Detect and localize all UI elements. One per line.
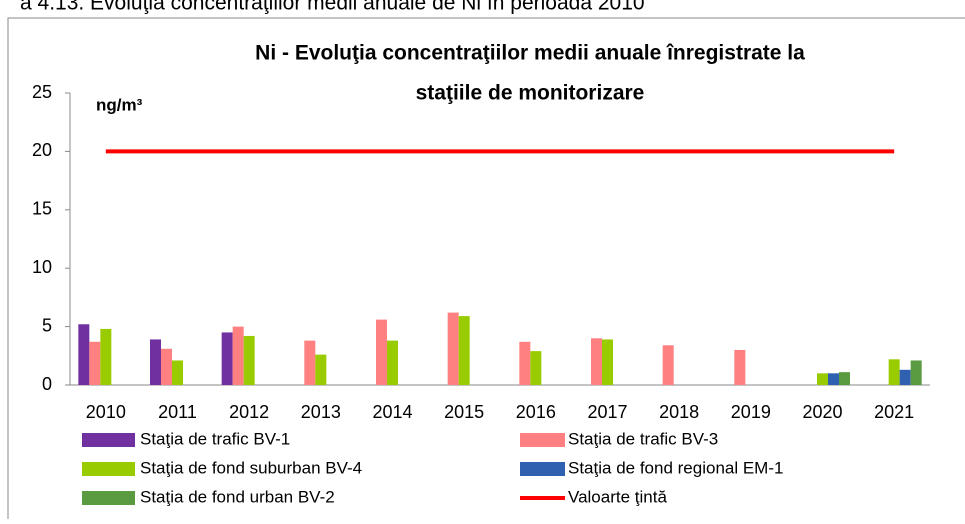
legend-label: Staţia de fond regional EM-1 [568,458,783,477]
bar [458,316,470,385]
x-tick-label: 2019 [731,402,771,422]
bar [888,359,900,385]
bar [591,338,602,385]
y-tick-label: 5 [42,315,52,335]
legend-label: Staţia de fond urban BV-2 [140,487,335,506]
bar [243,335,255,385]
legend-label: Staţia de fond suburban BV-4 [140,458,362,477]
legend-label: Valoarte ţintă [568,487,667,506]
bar [376,319,387,385]
legend-swatch [520,462,565,476]
bar [221,332,233,385]
y-tick-label: 15 [32,199,52,219]
bar [828,373,839,385]
y-tick-label: 0 [42,374,52,394]
x-tick-label: 2016 [516,402,556,422]
legend-swatch [82,433,135,447]
bar [899,369,911,385]
bar [530,351,542,385]
legend-swatch [82,491,135,505]
bar [447,312,459,385]
x-tick-label: 2017 [587,402,627,422]
bar [387,340,398,385]
bar [519,341,531,385]
x-tick-label: 2014 [372,402,412,422]
legend-swatch [520,433,565,447]
x-tick-label: 2018 [659,402,699,422]
bar [100,328,112,385]
x-tick-label: 2010 [86,402,126,422]
y-tick-label: 25 [32,82,52,102]
x-tick-label: 2011 [158,402,197,422]
bar [910,360,922,385]
y-unit: ng/m³ [96,95,143,114]
bar [304,340,316,385]
bar [89,341,101,385]
bar [734,349,746,385]
x-tick-label: 2013 [301,402,341,422]
bar [232,326,244,385]
bar [150,339,161,385]
x-tick-label: 2012 [229,402,269,422]
bar [662,345,674,385]
x-tick-label: 2020 [802,402,842,422]
bar [78,324,90,385]
legend-label: Staţia de trafic BV-3 [568,429,718,448]
x-tick-label: 2021 [874,402,914,422]
caption: a 4.13. Evoluţia concentraţiilor medii a… [20,0,645,15]
bar [839,372,850,385]
bar [817,373,828,385]
legend-label: Staţia de trafic BV-1 [140,429,290,448]
bar [315,354,327,385]
chart-title: Ni - Evoluţia concentraţiilor medii anua… [255,42,805,65]
y-tick-label: 20 [32,140,52,160]
y-tick-label: 10 [32,257,52,277]
chart-frame [7,17,965,524]
x-tick-label: 2015 [444,402,484,422]
bar [172,360,183,385]
legend-swatch [82,462,135,476]
bar [602,339,613,385]
chart-title: staţiile de monitorizare [416,82,645,105]
bar [161,348,172,385]
